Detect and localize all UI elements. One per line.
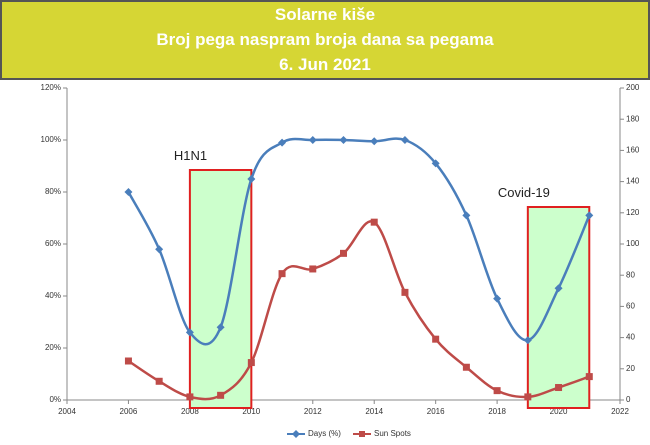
y2-tick-label: 100 bbox=[626, 239, 640, 248]
marker bbox=[370, 218, 378, 226]
x-tick-label: 2006 bbox=[120, 407, 138, 416]
marker bbox=[340, 249, 347, 257]
marker bbox=[339, 136, 348, 144]
marker bbox=[216, 323, 225, 332]
y-tick-label: 20% bbox=[45, 343, 61, 352]
x-tick-label: 2004 bbox=[58, 407, 76, 416]
y-tick-label: 120% bbox=[41, 83, 61, 92]
marker bbox=[401, 288, 409, 296]
chart-title: 6. Jun 2021 bbox=[279, 55, 371, 74]
highlight-box bbox=[188, 169, 253, 409]
y-tick-label: 80% bbox=[45, 187, 61, 196]
chart-title: Solarne kiše bbox=[275, 5, 375, 24]
y2-tick-label: 160 bbox=[626, 146, 640, 155]
x-tick-label: 2014 bbox=[365, 407, 383, 416]
marker bbox=[554, 284, 563, 293]
marker bbox=[400, 136, 409, 144]
marker bbox=[493, 387, 501, 395]
y-tick-label: 0% bbox=[49, 395, 61, 404]
y2-tick-label: 140 bbox=[626, 177, 640, 186]
marker bbox=[309, 265, 317, 273]
marker bbox=[462, 211, 471, 220]
marker bbox=[124, 357, 132, 365]
marker bbox=[124, 188, 133, 196]
legend-marker bbox=[359, 431, 365, 437]
title-banner bbox=[0, 0, 650, 80]
highlight-label: H1N1 bbox=[174, 148, 207, 163]
line bbox=[127, 137, 591, 346]
y2-tick-label: 180 bbox=[626, 114, 640, 123]
y2-tick-label: 40 bbox=[626, 333, 635, 342]
x-tick-label: 2022 bbox=[611, 407, 629, 416]
y-tick-label: 100% bbox=[41, 135, 61, 144]
x-tick-label: 2020 bbox=[550, 407, 568, 416]
line bbox=[127, 220, 590, 401]
marker bbox=[155, 245, 164, 254]
marker bbox=[462, 363, 470, 371]
marker bbox=[278, 270, 286, 278]
y-tick-label: 40% bbox=[45, 291, 61, 300]
y2-tick-label: 20 bbox=[626, 364, 635, 373]
x-tick-label: 2010 bbox=[242, 407, 260, 416]
marker bbox=[278, 138, 287, 147]
marker bbox=[555, 384, 563, 392]
marker bbox=[585, 373, 593, 381]
marker bbox=[524, 393, 532, 401]
x-tick-label: 2018 bbox=[488, 407, 506, 416]
marker bbox=[523, 336, 532, 345]
x-tick-label: 2016 bbox=[427, 407, 445, 416]
legend-label: Sun Spots bbox=[374, 429, 411, 438]
highlight-label: Covid-19 bbox=[498, 185, 550, 200]
marker bbox=[186, 393, 194, 401]
legend-marker bbox=[292, 430, 300, 438]
y-tick-label: 60% bbox=[45, 239, 61, 248]
legend-label: Days (%) bbox=[308, 429, 341, 438]
y2-tick-label: 120 bbox=[626, 208, 640, 217]
y2-tick-label: 200 bbox=[626, 83, 640, 92]
marker bbox=[370, 137, 379, 146]
marker bbox=[431, 159, 440, 168]
marker bbox=[217, 391, 225, 399]
marker bbox=[247, 359, 255, 367]
x-tick-label: 2008 bbox=[181, 407, 199, 416]
y2-tick-label: 80 bbox=[626, 270, 635, 279]
y2-tick-label: 60 bbox=[626, 302, 635, 311]
marker bbox=[432, 335, 440, 343]
y2-tick-label: 0 bbox=[626, 395, 631, 404]
marker bbox=[308, 136, 317, 144]
marker bbox=[247, 175, 256, 183]
marker bbox=[493, 294, 502, 303]
marker bbox=[185, 328, 194, 337]
x-tick-label: 2012 bbox=[304, 407, 322, 416]
marker bbox=[155, 377, 163, 385]
chart-title: Broj pega naspram broja dana sa pegama bbox=[156, 30, 494, 49]
marker bbox=[585, 211, 594, 220]
